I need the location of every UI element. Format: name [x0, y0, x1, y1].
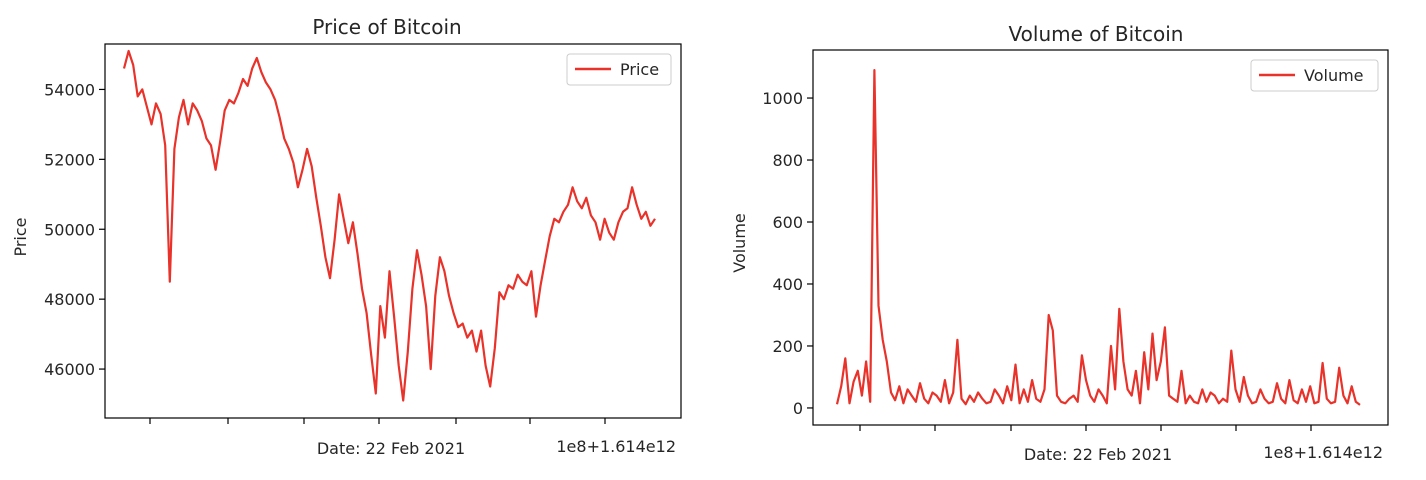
price-series-line: [122, 49, 656, 402]
volume-legend: Volume: [1250, 59, 1379, 92]
volume-y-tick-label: 800: [772, 151, 803, 170]
volume-y-axis-label: Volume: [730, 213, 749, 273]
volume-x-offset-label: 1e8+1.614e12: [1263, 443, 1383, 462]
price-y-tick-label: 54000: [44, 80, 95, 99]
price-plot-frame: [104, 43, 682, 419]
price-chart-title: Price of Bitcoin: [312, 15, 461, 39]
volume-y-ticks: 0 200 400 600 800 1000: [762, 89, 813, 418]
price-legend-box: [566, 53, 672, 86]
price-y-ticks: 46000 48000 50000 52000 54000: [44, 80, 105, 379]
price-y-tick-label: 52000: [44, 150, 95, 169]
price-y-tick-label: 50000: [44, 220, 95, 239]
volume-y-tick-label: 1000: [762, 89, 803, 108]
price-legend-label: Price: [620, 60, 659, 79]
volume-legend-label: Volume: [1304, 66, 1364, 85]
price-x-ticks: [149, 418, 606, 424]
volume-y-tick-label: 400: [772, 275, 803, 294]
price-x-axis-label: Date: 22 Feb 2021: [317, 439, 465, 458]
volume-x-ticks: [859, 425, 1312, 431]
volume-x-axis-label: Date: 22 Feb 2021: [1024, 445, 1172, 464]
volume-y-tick-label: 600: [772, 213, 803, 232]
price-x-offset-label: 1e8+1.614e12: [556, 437, 676, 456]
volume-legend-box: [1250, 59, 1379, 92]
volume-series-line: [835, 68, 1361, 406]
volume-chart: Volume of Bitcoin 0 200 400 600 800 1000 Volu…: [730, 22, 1389, 464]
price-legend: Price: [566, 53, 672, 86]
volume-y-tick-label: 0: [793, 399, 803, 418]
volume-chart-title: Volume of Bitcoin: [1009, 22, 1184, 46]
volume-y-tick-label: 200: [772, 337, 803, 356]
price-y-tick-label: 48000: [44, 290, 95, 309]
price-y-axis-label: Price: [11, 217, 30, 256]
price-y-tick-label: 46000: [44, 360, 95, 379]
volume-plot-frame: [812, 49, 1389, 426]
price-chart: Price of Bitcoin 46000 48000 50000 52000 540…: [11, 15, 682, 458]
